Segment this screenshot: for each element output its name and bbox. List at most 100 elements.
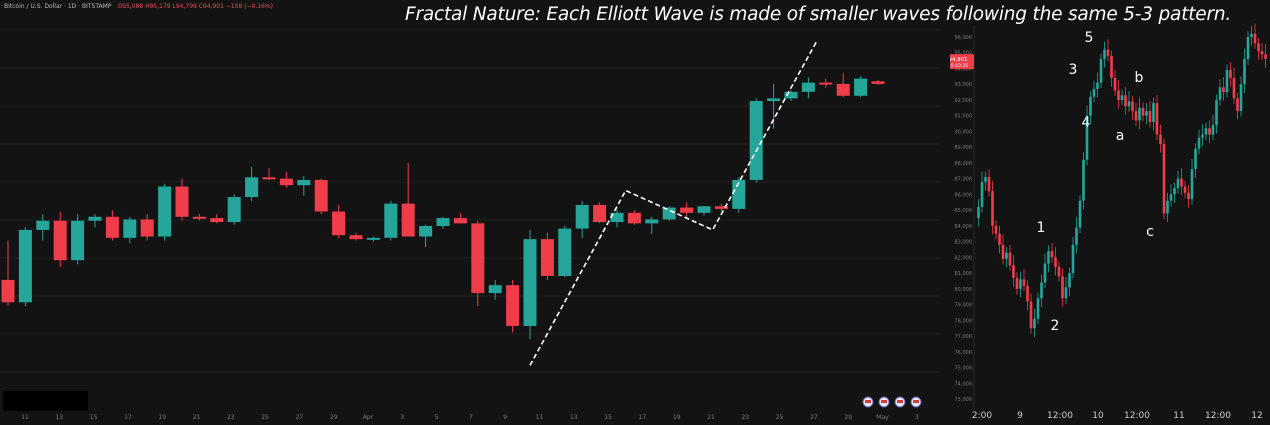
event-flag-icon-stripe <box>881 400 887 403</box>
inset-candle-body <box>1215 99 1218 126</box>
y-tick-label: 89,000 <box>955 145 973 151</box>
candle-body <box>871 81 885 84</box>
y-tick-label: 93,000 <box>955 82 973 88</box>
inset-candle-body <box>1162 144 1166 214</box>
inset-candle-body <box>1019 279 1022 289</box>
y-tick-label: 77,000 <box>955 334 973 340</box>
x-tick-label: 23 <box>741 414 749 421</box>
intraday-inset-chart[interactable]: 96,000 95,000 94,000 93,000 92,000 91,000 90,0… <box>950 0 1270 425</box>
candle-body <box>175 186 189 217</box>
y-tick-label: 85,000 <box>955 208 973 214</box>
y-tick-label: 78,000 <box>955 318 973 324</box>
candle-body <box>593 204 607 223</box>
inset-x-tick-label: 12:00 <box>1205 411 1231 421</box>
inset-candle-body <box>1040 282 1043 299</box>
redacted-box <box>3 391 88 411</box>
x-tick-label: 21 <box>707 414 715 421</box>
inset-candle-body <box>1246 37 1250 60</box>
candle-body <box>540 239 554 276</box>
elliott-wave-dashed-line <box>529 40 818 366</box>
inset-x-tick-label: 12:00 <box>1047 411 1073 421</box>
candle-body <box>767 98 781 102</box>
inset-candle-body <box>1057 266 1061 277</box>
candle-body <box>575 204 589 229</box>
x-tick-label: 17 <box>124 414 132 421</box>
candle-body <box>627 212 641 224</box>
candle-body <box>662 207 676 220</box>
candle-body <box>680 207 694 213</box>
y-tick-label: 80,000 <box>955 287 973 293</box>
inset-candle-body <box>1085 115 1089 160</box>
inset-x-tick-label: 9 <box>1017 411 1023 421</box>
inset-candle-body <box>1152 103 1155 122</box>
x-tick-label: 25 <box>261 414 269 421</box>
candle-body <box>279 178 293 186</box>
wave-label: 5 <box>1085 30 1094 46</box>
x-tick-label: 19 <box>673 414 681 421</box>
inset-candle-body <box>977 206 980 218</box>
inset-candle-body <box>1166 200 1169 214</box>
inset-candle-body <box>1029 301 1033 329</box>
candle-body <box>401 203 415 237</box>
candle-body <box>332 211 346 236</box>
x-tick-label: 13 <box>570 414 578 421</box>
candle-body <box>192 216 206 219</box>
inset-candle-body <box>1250 33 1253 37</box>
inset-candle-body <box>1099 59 1103 83</box>
inset-candle-body <box>1050 251 1054 258</box>
last-price-time: 10:43:35 <box>950 63 968 69</box>
inset-candle-body <box>1033 318 1036 329</box>
candle-body <box>88 216 102 221</box>
x-tick-label: 19 <box>158 414 166 421</box>
last-price-value: 94,901 <box>950 57 968 63</box>
inset-candle-body <box>1197 137 1201 149</box>
inset-candle-body <box>1194 148 1197 170</box>
y-tick-label: 82,000 <box>955 255 973 261</box>
candle-body <box>245 177 259 198</box>
event-flag-icon-stripe <box>897 400 903 403</box>
candle-body <box>488 285 502 294</box>
inset-candle-body <box>1222 87 1225 93</box>
wave-label: c <box>1146 224 1154 240</box>
last-price-tag <box>950 54 974 70</box>
inset-candle-body <box>1026 285 1029 302</box>
y-tick-label: 88,000 <box>955 161 973 167</box>
wave-label: 4 <box>1082 115 1091 131</box>
inset-candle-body <box>1190 169 1194 200</box>
y-tick-label: 86,000 <box>955 192 973 198</box>
inset-candle-body <box>1096 82 1099 89</box>
y-tick-label: 76,000 <box>955 350 973 356</box>
candle-body <box>697 206 711 213</box>
candle-body <box>749 101 763 180</box>
y-tick-label: 84,000 <box>955 224 973 230</box>
inset-candle-body <box>1264 54 1267 60</box>
candle-body <box>297 179 311 186</box>
inset-x-tick-label: 10 <box>1092 411 1104 421</box>
inset-candle-body <box>1022 279 1026 286</box>
candle-body <box>384 203 398 238</box>
x-tick-label: 9 <box>503 414 507 421</box>
candle-body <box>558 228 572 276</box>
inset-candle-body <box>998 233 1001 245</box>
candle-body <box>140 219 154 237</box>
inset-candle-body <box>1064 287 1068 299</box>
inset-candle-body <box>1089 96 1092 116</box>
candle-body <box>801 82 815 92</box>
headline-caption: Fractal Nature: Each Elliott Wave is mad… <box>405 4 1232 25</box>
candle-body <box>314 179 328 212</box>
candle-body <box>262 177 276 180</box>
candle-body <box>436 218 450 226</box>
candle-body <box>36 220 50 230</box>
x-tick-label: 29 <box>844 414 852 421</box>
inset-x-tick-label: 11 <box>1173 411 1184 421</box>
inset-candle-body <box>1173 188 1176 195</box>
daily-candlestick-chart[interactable]: 11 13 15 17 19 21 23 25 27 29 Apr 3 5 7 9 11 13 15 17 19 21 2… <box>0 0 950 425</box>
inset-candle-body <box>1113 77 1117 91</box>
x-tick-label: 29 <box>330 414 338 421</box>
symbol-title[interactable]: Bitcoin / U.S. Dollar · 1D · BITSTAMP <box>4 3 112 10</box>
inset-candle-body <box>1145 110 1148 116</box>
inset-candle-body <box>1148 110 1152 122</box>
inset-candle-body <box>1187 192 1190 200</box>
y-tick-label: 90,000 <box>955 129 973 135</box>
inset-candle-body <box>1110 55 1113 78</box>
